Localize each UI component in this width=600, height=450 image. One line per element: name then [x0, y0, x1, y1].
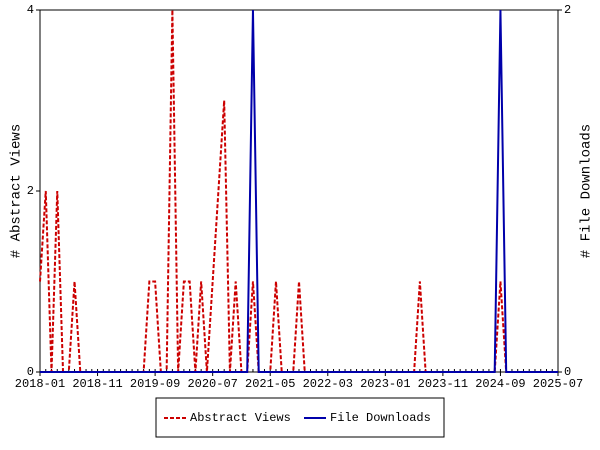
- y2-tick-label: 2: [564, 3, 571, 17]
- plot-frame: [39, 9, 559, 373]
- x-tick-label: 2019-09: [130, 377, 180, 391]
- y2-axis-title: # File Downloads: [579, 124, 595, 258]
- y-tick-label: 2: [27, 184, 34, 198]
- legend: [155, 397, 445, 438]
- x-tick-label: 2020-07: [187, 377, 237, 391]
- y-tick-label: 4: [27, 3, 34, 17]
- legend-label: Abstract Views: [190, 411, 291, 425]
- y-tick-label: 0: [27, 365, 34, 379]
- legend-label: File Downloads: [330, 411, 431, 425]
- x-tick-label: 2023-01: [360, 377, 410, 391]
- x-tick-label: 2021-05: [245, 377, 295, 391]
- x-tick-label: 2023-11: [418, 377, 468, 391]
- y-axis-title: # Abstract Views: [9, 124, 25, 258]
- data-line: [39, 9, 558, 373]
- x-tick-label: 2022-03: [303, 377, 353, 391]
- x-tick-label: 2025-07: [533, 377, 583, 391]
- x-tick-label: 2018-01: [15, 377, 65, 391]
- y2-tick-label: 0: [564, 365, 571, 379]
- x-tick-label: 2018-11: [72, 377, 122, 391]
- x-tick-label: 2024-09: [475, 377, 525, 391]
- data-line: [40, 9, 558, 373]
